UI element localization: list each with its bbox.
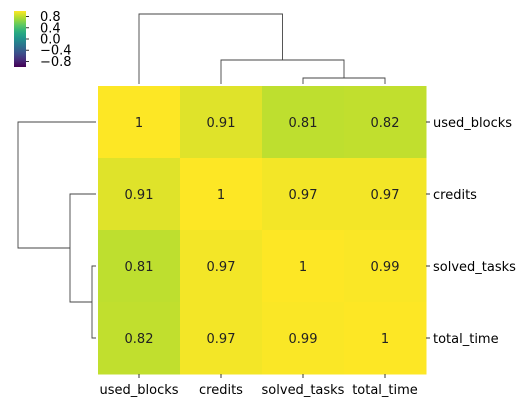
column-label-credits: credits bbox=[199, 383, 243, 398]
cell-annotation: 0.81 bbox=[289, 116, 318, 131]
heatmap-cell-credits-total-time bbox=[344, 158, 427, 231]
heatmap-cell-total-time-solved-tasks bbox=[262, 302, 345, 375]
heatmap-cell-used-blocks-total-time bbox=[344, 86, 427, 159]
heatmap-cell-credits-credits bbox=[180, 158, 263, 231]
heatmap-cell-total-time-credits bbox=[180, 302, 263, 375]
cell-annotation: 0.99 bbox=[289, 332, 318, 347]
row-label-total-time: total_time bbox=[433, 332, 499, 347]
colorbar: 0.80.40.0−0.4−0.8 bbox=[14, 10, 72, 70]
heatmap-cell-solved-tasks-total-time bbox=[344, 230, 427, 303]
colorbar-tick-label: 0.0 bbox=[40, 33, 61, 48]
cell-annotation: 0.81 bbox=[125, 260, 154, 275]
heatmap: 1 0.91 0.81 0.82 0.91 1 0.97 0.97 0.81 0.97 1 0.99 0… bbox=[98, 86, 427, 375]
cell-annotation: 0.91 bbox=[207, 116, 236, 131]
cell-annotation: 0.82 bbox=[371, 116, 400, 131]
column-dendrogram bbox=[138, 13, 386, 84]
column-dendrogram-link bbox=[302, 77, 386, 84]
heatmap-cell-solved-tasks-used-blocks bbox=[98, 230, 181, 303]
axis-labels: used_blockscreditssolved_taskstotal_time… bbox=[99, 116, 516, 398]
colorbar-tick-label: −0.8 bbox=[40, 55, 72, 70]
cell-annotation: 0.99 bbox=[371, 260, 400, 275]
row-label-solved-tasks: solved_tasks bbox=[433, 260, 516, 275]
column-dendrogram-link bbox=[220, 59, 345, 84]
heatmap-cell-solved-tasks-solved-tasks bbox=[262, 230, 345, 303]
colorbar-tick-label: 0.8 bbox=[40, 10, 61, 25]
column-dendrogram-link bbox=[138, 13, 283, 84]
cell-annotation: 0.97 bbox=[207, 260, 236, 275]
cell-annotation: 1 bbox=[217, 188, 225, 203]
row-label-used-blocks: used_blocks bbox=[433, 116, 512, 131]
cell-annotation: 0.91 bbox=[125, 188, 154, 203]
heatmap-cell-credits-solved-tasks bbox=[262, 158, 345, 231]
heatmap-cell-credits-used-blocks bbox=[98, 158, 181, 231]
heatmap-cell-used-blocks-solved-tasks bbox=[262, 86, 345, 159]
heatmap-cell-solved-tasks-credits bbox=[180, 230, 263, 303]
colorbar-tick-label: 0.4 bbox=[40, 21, 61, 36]
column-label-solved-tasks: solved_tasks bbox=[262, 383, 345, 398]
heatmap-cell-used-blocks-used-blocks bbox=[98, 86, 181, 159]
cell-annotation: 1 bbox=[299, 260, 307, 275]
cell-annotation: 0.97 bbox=[289, 188, 318, 203]
column-label-used-blocks: used_blocks bbox=[99, 383, 178, 398]
cell-annotation: 1 bbox=[381, 332, 389, 347]
heatmap-cell-total-time-used-blocks bbox=[98, 302, 181, 375]
row-label-credits: credits bbox=[433, 188, 477, 203]
cell-annotation: 0.97 bbox=[371, 188, 400, 203]
row-dendrogram bbox=[17, 121, 96, 339]
column-label-total-time: total_time bbox=[352, 383, 418, 398]
row-dendrogram-link bbox=[91, 265, 96, 339]
cell-annotation: 0.97 bbox=[207, 332, 236, 347]
cell-annotation: 1 bbox=[135, 116, 143, 131]
colorbar-gradient bbox=[14, 11, 26, 67]
heatmap-cell-used-blocks-credits bbox=[180, 86, 263, 159]
colorbar-tick-label: −0.4 bbox=[40, 44, 72, 59]
cell-annotation: 0.82 bbox=[125, 332, 154, 347]
row-dendrogram-link bbox=[17, 121, 96, 249]
heatmap-cell-total-time-total-time bbox=[344, 302, 427, 375]
